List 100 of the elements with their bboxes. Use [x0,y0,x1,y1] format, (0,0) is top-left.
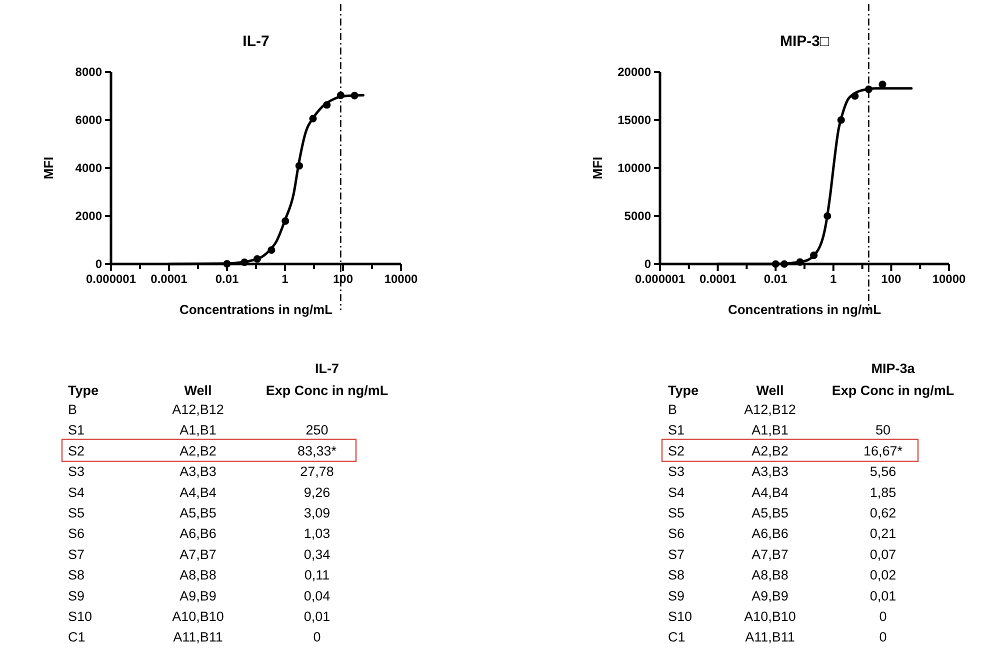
text: S5 [68,506,85,520]
text: A11,B11 [745,630,795,645]
text: S5 [668,506,685,520]
text: A11,B11 [173,630,223,645]
text: A6,B6 [180,526,216,542]
text: S10 [68,609,92,624]
text: 1,03 [304,526,330,542]
x-tick-label: 1 [282,272,289,286]
text: 16,67* [863,443,903,458]
text: 0,11 [304,568,330,583]
text: 0,07 [870,546,896,562]
text: S8 [68,568,85,583]
category-label: Exp Conc in ng/mL [832,383,954,398]
y-axis-title: MFI [41,156,56,180]
text: A8,B8 [752,568,788,583]
text: 83,33* [297,443,337,458]
text: S9 [68,588,85,604]
text: A1,B1 [180,422,216,438]
text: A3,B3 [752,464,788,480]
text: A4,B4 [180,484,216,500]
y-tick-label: 8000 [75,65,102,80]
text: A5,B5 [752,506,788,520]
text: 0,01 [304,609,330,624]
category-label: Type [668,383,699,398]
text: A12,B12 [172,402,224,417]
text: S7 [68,546,85,562]
text: S2 [68,443,85,458]
text: S3 [68,464,85,480]
category-label: Well [756,383,784,398]
text: 0,21 [870,526,896,542]
y-tick-label: 15000 [618,113,652,128]
text: A7,B7 [752,546,788,562]
category-label: Exp Conc in ng/mL [266,383,388,398]
text: C1 [68,630,86,645]
category-label: Well [184,383,212,398]
y-tick-label: 0 [95,257,102,272]
x-tick-label: 100 [332,272,354,286]
text: IL-7 [314,361,340,376]
text: 9,26 [304,484,330,500]
text: A4,B4 [752,484,788,500]
text: 1,85 [870,484,896,500]
y-tick-label: 2000 [75,209,102,224]
x-axis-title: Concentrations in ng/mL [728,302,882,317]
text: A1,B1 [752,422,788,438]
text: B [68,402,78,417]
x-tick-label: 10000 [384,272,418,286]
text: 27,78 [300,464,334,480]
text: A9,B9 [752,588,788,604]
x-tick-label: 1 [830,272,838,286]
x-tick-label: 10000 [932,272,966,286]
text: S4 [668,484,685,500]
text: A10,B10 [172,609,224,624]
chart-title: IL-7 [242,33,270,50]
text: 3,09 [304,506,330,520]
text: A5,B5 [180,506,216,520]
x-tick-label: 100 [881,272,902,286]
text: 5,56 [870,464,896,480]
y-tick-label: 20000 [618,65,652,80]
y-tick-label: 0 [644,257,652,272]
text: A9,B9 [180,588,216,604]
text: 0 [879,630,887,645]
category-label: Type [68,383,99,398]
text: 50 [875,422,891,438]
text: B [668,402,678,417]
text: S6 [668,526,685,542]
text: S6 [68,526,85,542]
text: S2 [668,443,685,458]
text: S8 [668,568,685,583]
text: 0,01 [870,588,896,604]
text: S4 [68,484,85,500]
text: S1 [668,422,685,438]
text: S9 [668,588,685,604]
x-tick-label: 0.000001 [86,272,136,286]
text: A2,B2 [180,443,216,458]
y-tick-label: 5000 [624,209,652,224]
text: C1 [668,630,686,645]
text: MIP-3a [871,361,916,376]
x-tick-label: 0.000001 [634,272,686,286]
y-tick-label: 10000 [618,161,652,176]
x-tick-label: 0.01 [764,272,788,286]
text: 0 [313,630,321,645]
text: 0,02 [870,568,896,583]
text: 0 [879,609,887,624]
text: A7,B7 [180,546,216,562]
text: S10 [668,609,692,624]
text: 0,62 [870,506,896,520]
y-axis-title: MFI [590,156,605,180]
text: A8,B8 [180,568,216,583]
text: A2,B2 [752,443,788,458]
text: 250 [306,422,328,438]
text: A12,B12 [744,402,796,417]
text: A10,B10 [744,609,796,624]
y-tick-label: 6000 [75,113,102,128]
x-tick-label: 0.01 [215,272,239,286]
x-tick-label: 0.0001 [150,272,188,286]
y-tick-label: 4000 [75,161,102,176]
x-tick-label: 0.0001 [699,272,736,286]
text: A6,B6 [752,526,788,542]
x-axis-title: Concentrations in ng/mL [179,302,333,317]
text: S3 [668,464,685,480]
